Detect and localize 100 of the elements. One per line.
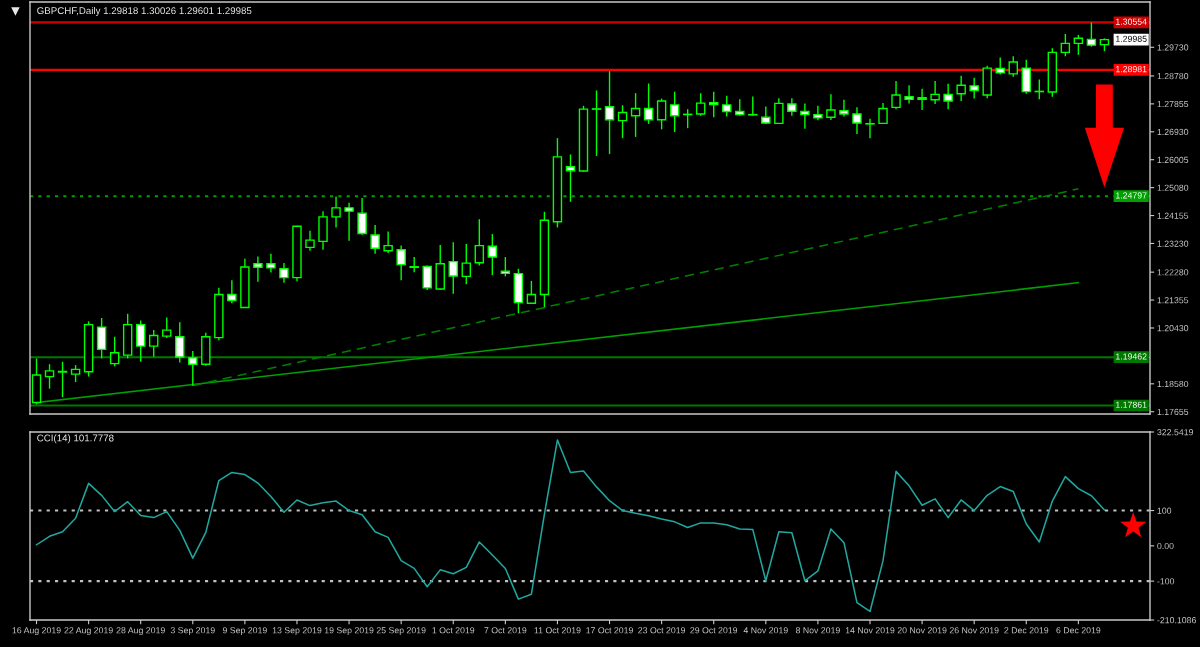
candlestick — [800, 102, 810, 130]
x-tick-label: 3 Sep 2019 — [170, 627, 215, 636]
x-tick-label: 1 Oct 2019 — [432, 627, 475, 634]
candlestick — [344, 202, 354, 242]
candlestick — [1008, 55, 1018, 78]
candlestick — [1060, 33, 1071, 58]
y-tick-label: 1.21355 — [1157, 297, 1189, 304]
x-tick-label: 17 Oct 2019 — [586, 627, 633, 634]
candlestick — [617, 104, 628, 139]
candlestick — [396, 244, 406, 281]
candlestick — [565, 153, 576, 203]
candlestick — [370, 224, 380, 255]
candlestick — [175, 321, 185, 364]
chart-title: CCI(14) 101.7778 — [37, 434, 114, 444]
candlestick — [461, 243, 472, 285]
candlestick — [1021, 58, 1032, 95]
candlestick — [969, 77, 979, 100]
candlestick — [630, 92, 641, 138]
y-tick-label: 1.29730 — [1157, 44, 1189, 51]
y-tick-label: 1.17655 — [1157, 408, 1189, 415]
candlestick — [57, 361, 68, 398]
y-tick-label: 1.18580 — [1157, 380, 1189, 388]
x-tick-label: 26 Nov 2019 — [949, 627, 999, 634]
ref-line-label: 1.17861 — [1116, 401, 1147, 408]
y-tick-label: 1.26930 — [1157, 128, 1189, 136]
annotation: 1.29985 — [1116, 35, 1147, 42]
y-tick-label: 1.28780 — [1157, 73, 1189, 80]
y-tick-label: 100 — [1157, 507, 1172, 514]
candlestick — [774, 97, 784, 125]
x-tick-label: 7 Oct 2019 — [484, 627, 527, 634]
x-tick-label: 19 Sep 2019 — [324, 627, 374, 636]
candlestick — [904, 84, 914, 105]
candlestick — [956, 74, 966, 102]
y-tick-label: 1.24155 — [1157, 212, 1189, 219]
candlestick — [852, 106, 862, 135]
ref-line-label: 1.19462 — [1116, 353, 1147, 360]
candlestick — [162, 316, 172, 339]
ref-line-label: 1.30554 — [1116, 18, 1147, 25]
x-tick-label: 28 Aug 2019 — [116, 627, 165, 636]
candlestick — [357, 197, 367, 236]
candlestick — [331, 195, 341, 229]
candlestick — [148, 329, 159, 358]
candlestick — [591, 89, 602, 157]
candlestick — [839, 99, 849, 118]
candlestick — [813, 105, 823, 122]
candlestick — [526, 280, 537, 305]
candlestick — [708, 90, 719, 118]
candlestick — [383, 230, 393, 254]
candlestick — [227, 279, 237, 304]
chart-title: GBPCHF,Daily 1.29818 1.30026 1.29601 1.29985 — [37, 6, 252, 17]
y-tick-label: 1.23230 — [1157, 240, 1189, 247]
candlestick — [474, 218, 485, 267]
candlestick — [1073, 34, 1084, 56]
x-tick-label: 16 Aug 2019 — [12, 627, 61, 636]
x-tick-label: 6 Dec 2019 — [1056, 627, 1101, 634]
y-tick-label: 322.5419 — [1157, 429, 1194, 436]
y-tick-label: 0.00 — [1157, 542, 1174, 550]
x-tick-label: 29 Oct 2019 — [690, 627, 738, 634]
candlestick — [487, 233, 498, 276]
x-tick-label: 14 Nov 2019 — [845, 627, 895, 634]
candlestick — [305, 230, 315, 252]
candlestick — [96, 317, 107, 360]
candlestick — [748, 95, 758, 117]
x-tick-label: 8 Nov 2019 — [795, 627, 840, 634]
y-tick-label: 1.25080 — [1157, 184, 1189, 191]
candlestick — [878, 102, 888, 125]
candlestick — [943, 83, 953, 110]
candlestick — [448, 241, 458, 295]
y-tick-label: 1.22280 — [1157, 269, 1189, 276]
candlestick — [266, 253, 276, 274]
x-tick-label: 11 Oct 2019 — [534, 627, 581, 634]
candlestick — [604, 70, 615, 155]
x-tick-label: 9 Sep 2019 — [222, 627, 267, 636]
candlestick — [109, 336, 120, 368]
x-tick-label: 25 Sep 2019 — [376, 627, 426, 636]
candlestick — [253, 255, 263, 283]
candlestick — [761, 105, 771, 125]
candlestick — [1086, 21, 1097, 48]
candlestick — [188, 350, 198, 387]
candlestick — [891, 80, 901, 110]
x-tick-label: 4 Nov 2019 — [743, 627, 788, 634]
x-tick-label: 2 Dec 2019 — [1004, 627, 1049, 634]
candlestick — [409, 256, 419, 273]
ref-line-label: 1.24797 — [1116, 192, 1147, 199]
candlestick — [722, 95, 732, 118]
candlestick — [917, 87, 927, 111]
candlestick — [643, 82, 654, 125]
candlestick — [865, 118, 875, 139]
x-tick-label: 13 Sep 2019 — [272, 627, 322, 636]
candlestick — [656, 97, 667, 131]
candlestick — [695, 92, 706, 117]
y-tick-label: 1.20430 — [1157, 325, 1189, 332]
candlestick — [669, 90, 680, 133]
candlestick — [930, 80, 940, 105]
candlestick — [826, 93, 836, 121]
candlestick — [422, 264, 432, 291]
y-tick-label: 1.27855 — [1157, 100, 1189, 108]
y-tick-label: -100 — [1157, 578, 1175, 585]
candlestick — [44, 363, 55, 390]
candlestick — [135, 319, 146, 363]
